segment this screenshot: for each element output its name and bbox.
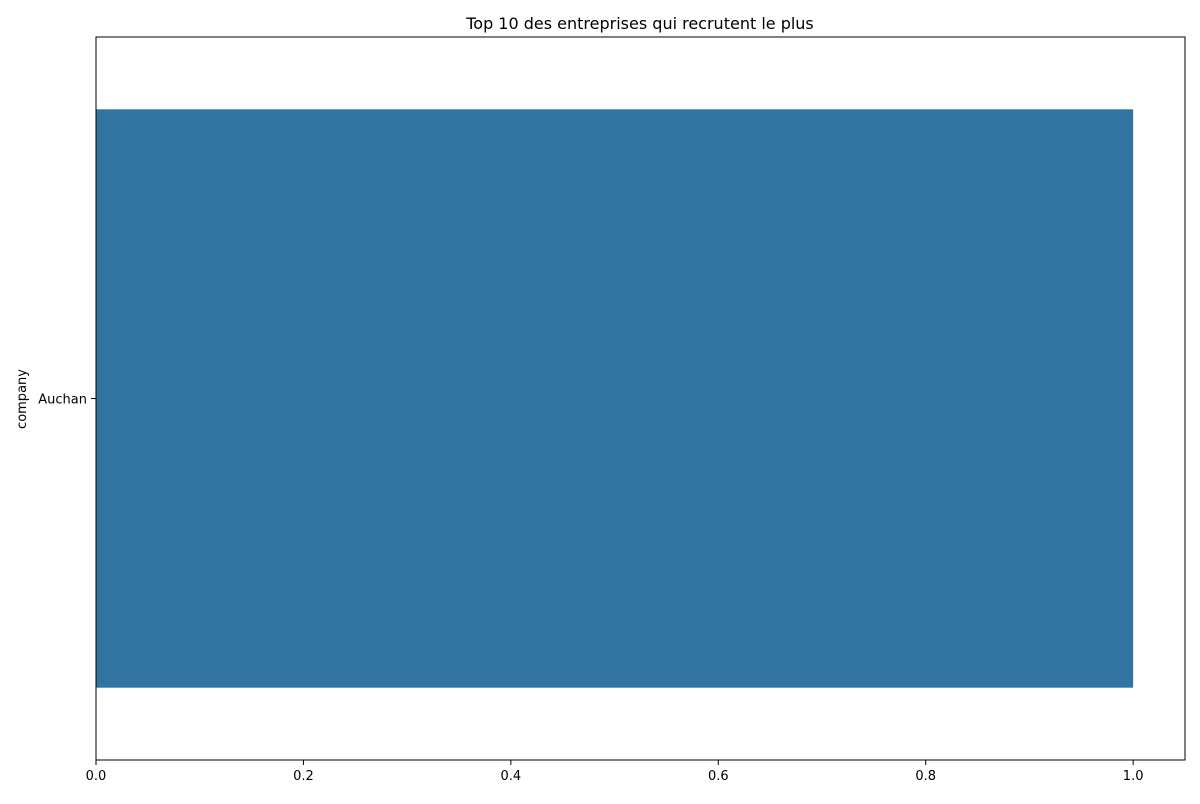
bar-auchan — [96, 109, 1134, 688]
x-tick-label: 0.2 — [293, 769, 314, 784]
plot-area: Auchan 0.0 0.2 0.4 0.6 0.8 1.0 — [38, 36, 1186, 784]
x-tick-label: 1.0 — [1123, 769, 1144, 784]
plot-frame — [95, 36, 1186, 761]
x-tick-label: 0.8 — [915, 769, 936, 784]
chart-title: Top 10 des entreprises qui recrutent le … — [465, 14, 814, 33]
x-tick-label: 0.4 — [501, 769, 522, 784]
y-tick-label: Auchan — [38, 393, 87, 408]
x-tick-label: 0.6 — [708, 769, 729, 784]
x-tick-label: 0.0 — [86, 769, 107, 784]
y-axis-label: company — [15, 369, 30, 429]
